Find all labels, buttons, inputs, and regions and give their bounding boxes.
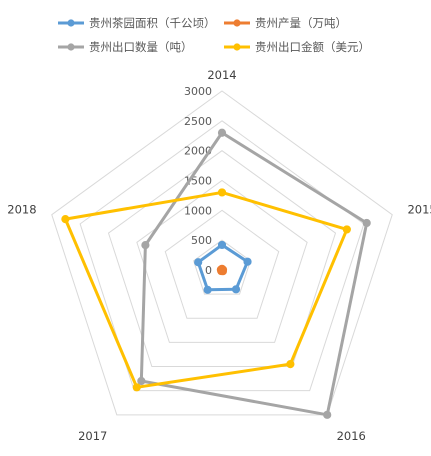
series-line (139, 131, 369, 417)
data-point (243, 257, 252, 266)
grid-ring-3000 (51, 90, 393, 416)
legend-label: 贵州出口数量（吨） (89, 40, 193, 54)
r-tick-label: 0 (205, 264, 212, 277)
category-label-2014: 2014 (207, 68, 236, 82)
data-point (217, 128, 227, 137)
legend-marker (233, 19, 241, 27)
legend-marker (233, 43, 241, 51)
legend-marker (67, 19, 75, 27)
data-point (217, 240, 227, 250)
category-label-2018: 2018 (7, 203, 36, 217)
series-3 (61, 188, 351, 392)
r-tick-label: 2000 (184, 145, 212, 158)
r-tick-label: 2500 (184, 115, 212, 128)
legend-marker (67, 43, 75, 51)
legend-item: 贵州产量（万吨） (224, 16, 347, 30)
data-point (203, 285, 212, 294)
legend-label: 贵州出口金额（美元） (255, 40, 370, 54)
legend-label: 贵州产量（万吨） (255, 16, 347, 30)
grid-ring-1500 (136, 179, 308, 343)
data-point (216, 265, 225, 274)
data-point (132, 383, 141, 392)
grid-ring-500 (193, 239, 251, 295)
series-2 (137, 128, 371, 419)
data-point (217, 188, 227, 197)
legend-item: 贵州茶园面积（千公顷） (58, 16, 216, 30)
data-point (342, 225, 351, 234)
r-tick-label: 3000 (184, 85, 212, 98)
series-0 (194, 240, 252, 294)
category-labels: 2014 2015 2016 2017 2018 (7, 68, 431, 443)
legend-item: 贵州出口金额（美元） (224, 40, 370, 54)
radar-grid (51, 90, 393, 416)
data-point (61, 215, 70, 224)
series-line (63, 190, 349, 389)
series-line (196, 243, 250, 292)
legend-item: 贵州出口数量（吨） (58, 40, 193, 54)
data-point (137, 376, 146, 386)
category-label-2016: 2016 (337, 429, 366, 443)
legend: 贵州茶园面积（千公顷） 贵州产量（万吨） 贵州出口数量（吨） 贵州出口金额（美元） (58, 16, 370, 54)
legend-label: 贵州茶园面积（千公顷） (89, 16, 216, 30)
series-1 (216, 264, 228, 276)
data-point (286, 360, 295, 369)
category-label-2015: 2015 (407, 203, 431, 217)
data-point (323, 410, 332, 419)
r-tick-label: 1000 (184, 204, 212, 217)
r-tick-label: 500 (191, 234, 212, 247)
series-layer (61, 128, 371, 419)
data-point (362, 218, 371, 228)
data-point (231, 285, 241, 294)
grid-ring-2500 (79, 120, 365, 392)
data-point (141, 241, 150, 250)
category-label-2017: 2017 (78, 429, 107, 443)
grid-ring-1000 (164, 209, 280, 319)
data-point (194, 258, 203, 267)
